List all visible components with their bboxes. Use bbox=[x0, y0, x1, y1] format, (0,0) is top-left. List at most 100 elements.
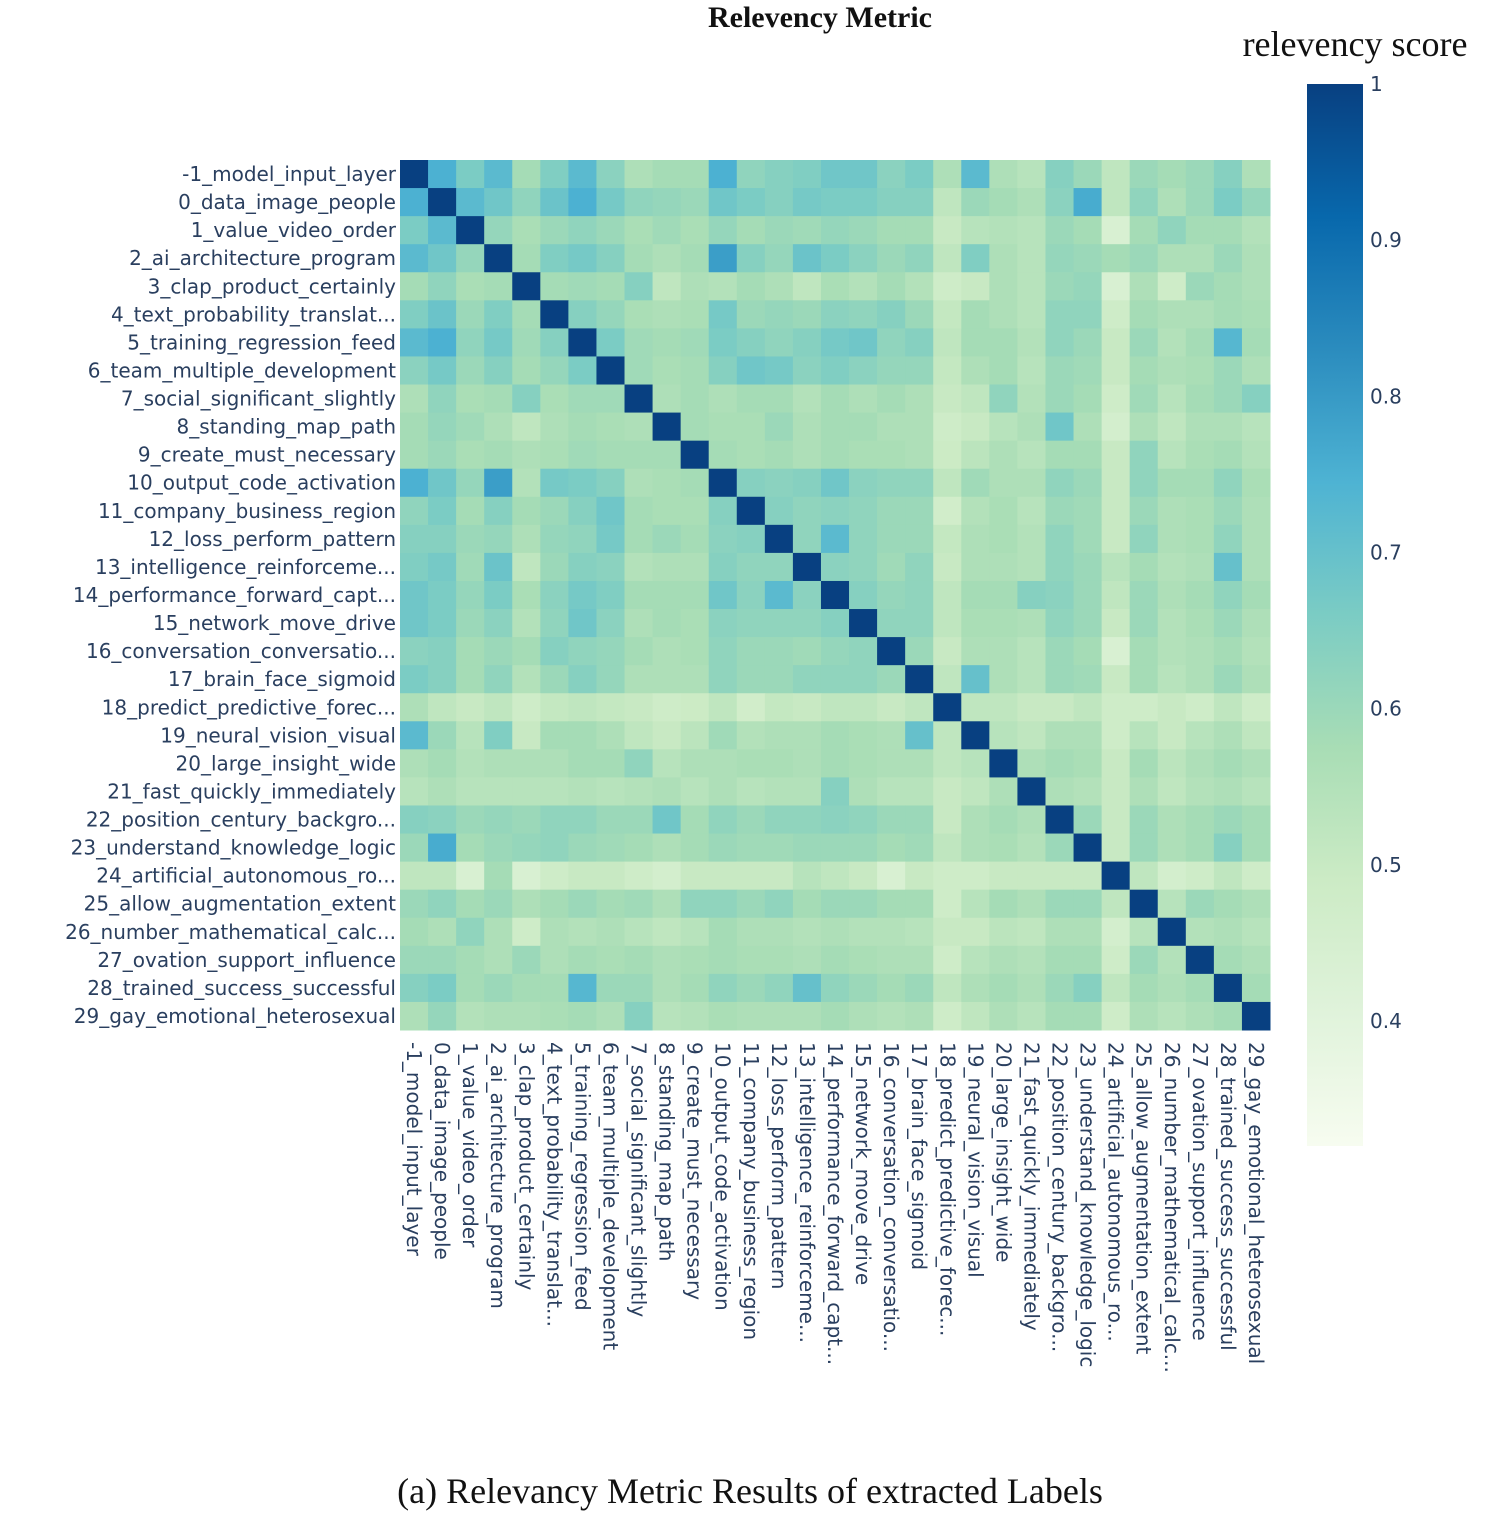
heatmap-cell bbox=[708, 917, 738, 947]
heatmap-cell bbox=[1185, 721, 1215, 750]
heatmap-cell bbox=[1241, 1001, 1271, 1031]
heatmap-cell bbox=[1045, 777, 1075, 806]
heatmap-cell bbox=[989, 889, 1018, 919]
heatmap-cell bbox=[540, 833, 569, 863]
heatmap-cell bbox=[1045, 328, 1075, 357]
heatmap-cell bbox=[1045, 833, 1075, 863]
heatmap-cell bbox=[624, 889, 654, 919]
heatmap-cell bbox=[877, 160, 906, 189]
heatmap-cell bbox=[484, 440, 513, 470]
heatmap-cell bbox=[849, 384, 878, 414]
heatmap-cell bbox=[484, 300, 513, 329]
heatmap-cell bbox=[540, 524, 569, 554]
heatmap-cell bbox=[1017, 637, 1046, 666]
heatmap-cell bbox=[1241, 160, 1271, 189]
heatmap-cell bbox=[792, 468, 822, 498]
heatmap-cell bbox=[484, 805, 513, 835]
heatmap-cell bbox=[1045, 889, 1075, 919]
heatmap-cell bbox=[1157, 665, 1187, 694]
heatmap-cell bbox=[400, 1001, 429, 1031]
heatmap-cell bbox=[456, 216, 485, 245]
heatmap-cell bbox=[933, 216, 962, 245]
heatmap-cell bbox=[708, 973, 738, 1003]
heatmap-cell bbox=[905, 468, 934, 498]
heatmap-cell bbox=[596, 693, 626, 722]
heatmap-cell bbox=[1073, 665, 1103, 694]
heatmap-cell bbox=[428, 1001, 457, 1031]
heatmap-cell bbox=[456, 917, 485, 947]
x-tick-label: 10_output_code_activation bbox=[711, 1042, 735, 1311]
heatmap-cell bbox=[512, 356, 541, 386]
heatmap-cell bbox=[624, 300, 654, 329]
heatmap-cell bbox=[624, 272, 654, 301]
heatmap-cell bbox=[1185, 328, 1215, 357]
heatmap-cell bbox=[1073, 412, 1103, 442]
heatmap-cell bbox=[652, 496, 682, 526]
heatmap-cell bbox=[596, 833, 626, 863]
heatmap-cell bbox=[484, 160, 513, 189]
heatmap-cell bbox=[624, 749, 654, 778]
heatmap-cell bbox=[484, 721, 513, 750]
heatmap-cell bbox=[1185, 468, 1215, 498]
heatmap-cell bbox=[961, 412, 990, 442]
heatmap-cell bbox=[905, 160, 934, 189]
heatmap-cell bbox=[764, 552, 794, 582]
heatmap-cell bbox=[1213, 861, 1243, 891]
heatmap-cell bbox=[849, 609, 878, 638]
heatmap-cell bbox=[1241, 861, 1271, 891]
heatmap-cell bbox=[1045, 805, 1075, 835]
heatmap-cell bbox=[933, 749, 962, 778]
heatmap-cell bbox=[624, 412, 654, 442]
heatmap-cell bbox=[1157, 1001, 1187, 1031]
heatmap-cell bbox=[989, 580, 1018, 610]
y-axis-labels: -1_model_input_layer 0_data_image_people 1… bbox=[65, 162, 397, 1028]
heatmap-cell bbox=[1073, 777, 1103, 806]
colorbar-tick-label: 0.4 bbox=[1370, 1009, 1402, 1033]
heatmap-cell bbox=[568, 1001, 597, 1031]
heatmap-cell bbox=[1101, 833, 1131, 863]
heatmap-cell bbox=[1073, 861, 1103, 891]
heatmap-cell bbox=[652, 244, 682, 273]
heatmap-cell bbox=[568, 973, 597, 1003]
heatmap-cell bbox=[1241, 412, 1271, 442]
heatmap-cell bbox=[624, 693, 654, 722]
heatmap-cell bbox=[1157, 917, 1187, 947]
heatmap-cell bbox=[905, 356, 934, 386]
heatmap-cell bbox=[624, 721, 654, 750]
heatmap-cell bbox=[400, 637, 429, 666]
y-tick-label: 25_allow_augmentation_extent bbox=[84, 892, 397, 916]
heatmap-cell bbox=[708, 861, 738, 891]
heatmap-cell bbox=[877, 328, 906, 357]
heatmap-cell bbox=[961, 777, 990, 806]
heatmap-cell bbox=[820, 524, 850, 554]
heatmap-cell bbox=[652, 749, 682, 778]
heatmap-cell bbox=[820, 580, 850, 610]
heatmap-cell bbox=[1045, 917, 1075, 947]
y-tick-label: 13_intelligence_reinforceme... bbox=[95, 555, 396, 579]
heatmap-cell bbox=[989, 749, 1018, 778]
heatmap-cell bbox=[512, 749, 541, 778]
heatmap-cell bbox=[456, 412, 485, 442]
heatmap-cell bbox=[1157, 637, 1187, 666]
heatmap-cell bbox=[400, 693, 429, 722]
x-tick-label: 12_loss_perform_pattern bbox=[767, 1042, 791, 1289]
heatmap-cell bbox=[1241, 272, 1271, 301]
x-tick-label: 6_team_multiple_development bbox=[598, 1042, 622, 1350]
heatmap-cell bbox=[736, 384, 766, 414]
heatmap-cell bbox=[877, 1001, 906, 1031]
colorbar bbox=[1307, 84, 1363, 1146]
heatmap-cell bbox=[961, 637, 990, 666]
heatmap-cell bbox=[1185, 945, 1215, 975]
heatmap-cell bbox=[905, 609, 934, 638]
heatmap-cell bbox=[1185, 665, 1215, 694]
heatmap-cell bbox=[400, 917, 429, 947]
y-tick-label: 28_trained_success_successful bbox=[87, 976, 396, 1000]
heatmap-cell bbox=[1185, 580, 1215, 610]
heatmap-cell bbox=[989, 693, 1018, 722]
heatmap-cell bbox=[1045, 609, 1075, 638]
heatmap-cell bbox=[1157, 889, 1187, 919]
heatmap-cell bbox=[1045, 524, 1075, 554]
heatmap-cell bbox=[428, 693, 457, 722]
heatmap-cell bbox=[652, 412, 682, 442]
heatmap-cell bbox=[989, 272, 1018, 301]
